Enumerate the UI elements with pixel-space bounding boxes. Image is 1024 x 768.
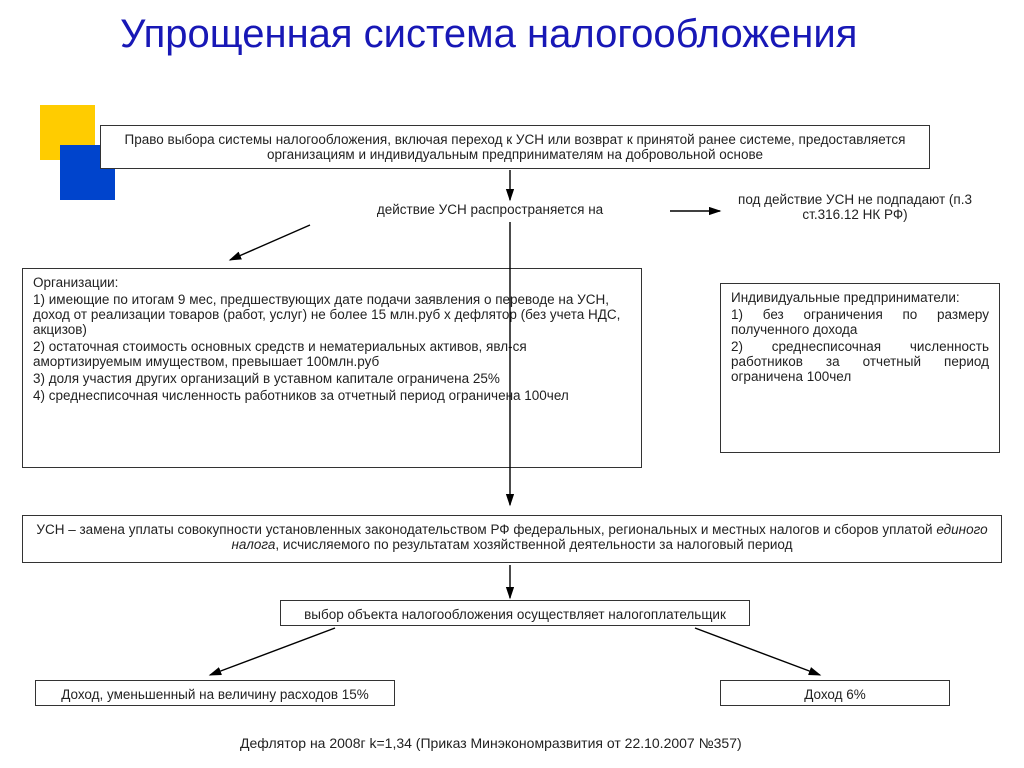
top-intro-box: Право выбора системы налогообложения, вк… bbox=[100, 125, 930, 169]
slide-title: Упрощенная система налогообложения bbox=[120, 12, 880, 56]
middle-label: действие УСН распространяется на bbox=[350, 202, 630, 217]
organizations-box: Организации: 1) имеющие по итогам 9 мес,… bbox=[22, 268, 642, 468]
org-item: 3) доля участия других организаций в уст… bbox=[33, 371, 631, 386]
footer-note: Дефлятор на 2008г k=1,34 (Приказ Минэкон… bbox=[240, 735, 742, 751]
income-6pct-box: Доход 6% bbox=[720, 680, 950, 706]
income-minus-expenses-box: Доход, уменьшенный на величину расходов … bbox=[35, 680, 395, 706]
tax-object-choice-box: выбор объекта налогообложения осуществля… bbox=[280, 600, 750, 626]
ip-item: 1) без ограничения по размеру полученног… bbox=[731, 307, 989, 337]
org-box-title: Организации: bbox=[33, 275, 631, 290]
right-exclusion-label: под действие УСН не подпадают (п.3 ст.31… bbox=[730, 192, 980, 222]
org-item: 2) остаточная стоимость основных средств… bbox=[33, 339, 631, 369]
usn-definition-box: УСН – замена уплаты совокупности установ… bbox=[22, 515, 1002, 563]
org-item: 4) среднесписочная численность работнико… bbox=[33, 388, 631, 403]
ip-item: 2) среднесписочная численность работнико… bbox=[731, 339, 989, 384]
entrepreneurs-box: Индивидуальные предприниматели: 1) без о… bbox=[720, 283, 1000, 453]
org-item: 1) имеющие по итогам 9 мес, предшествующ… bbox=[33, 292, 631, 337]
usn-italic: единого налога bbox=[232, 522, 988, 552]
ip-box-title: Индивидуальные предприниматели: bbox=[731, 290, 989, 305]
